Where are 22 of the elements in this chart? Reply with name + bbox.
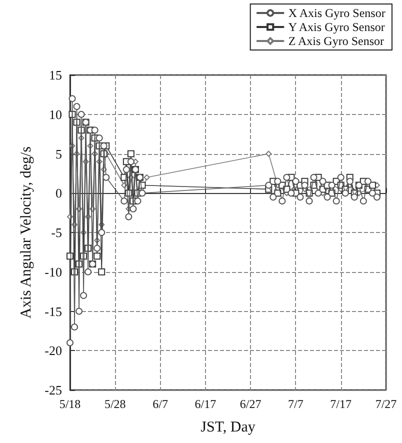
x-tick-label: 6/27: [240, 397, 262, 411]
x-tick-label: 7/27: [375, 397, 397, 411]
y-tick-label: 15: [49, 68, 62, 82]
x-tick-label: 5/28: [104, 397, 126, 411]
x-tick-label: 6/7: [152, 397, 168, 411]
legend-label: Y Axis Gyro Sensor: [288, 20, 385, 34]
y-tick-label: -15: [44, 304, 62, 319]
legend-label: Z Axis Gyro Sensor: [288, 34, 384, 48]
legend-label: X Axis Gyro Sensor: [288, 6, 386, 20]
y-tick-label: -10: [44, 264, 62, 280]
x-tick-label: 7/17: [330, 397, 352, 411]
x-axis-title: JST, Day: [200, 420, 256, 436]
x-tick-label: 6/17: [194, 397, 216, 411]
y-tick-label: 0: [56, 186, 62, 201]
x-tick-label: 7/7: [288, 397, 304, 411]
y-tick-label: 5: [56, 146, 62, 162]
y-tick-label: -25: [44, 382, 62, 398]
y-axis-title: Axis Angular Velocity, deg/s: [18, 146, 34, 319]
y-tick-label: 10: [49, 106, 62, 122]
y-tick-label: -20: [44, 343, 62, 358]
y-tick-label: -5: [51, 225, 62, 240]
x-tick-label: 5/18: [59, 397, 81, 411]
